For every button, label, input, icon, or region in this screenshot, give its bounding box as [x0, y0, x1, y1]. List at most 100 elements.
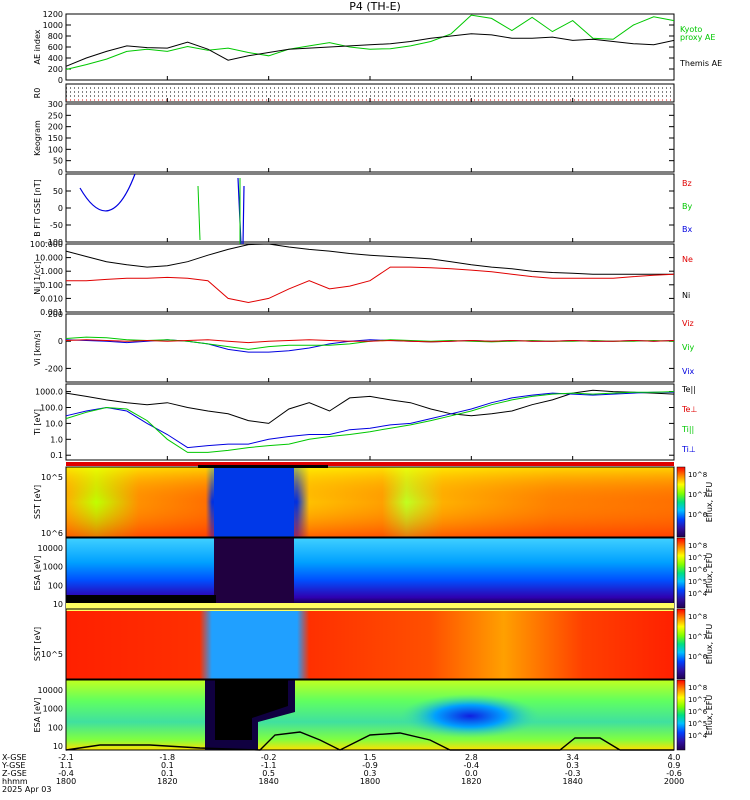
ytick-label-4-5: 100.000 — [30, 240, 63, 249]
footer-row-3: hhmm — [2, 777, 28, 786]
viy-trace — [65, 336, 675, 350]
legend-ti-2: Ti|| — [681, 425, 694, 434]
viz-trace — [65, 339, 675, 344]
legend-kyoto: Kyoto — [680, 25, 702, 34]
cb-tick-3-3: 10^5 — [688, 720, 707, 728]
footer-val-0-0: -2.1 — [58, 753, 74, 762]
spec-ytick-1-0: 10 — [53, 600, 63, 609]
colorbar-2 — [676, 537, 686, 609]
panel-ylabel-6: Ti [eV] — [33, 409, 42, 436]
footer-val-3-1: -0.9 — [362, 761, 378, 770]
cb-tick-3-1: 10^7 — [688, 696, 707, 704]
legend-ni-1: Ni — [682, 291, 690, 300]
footer-val-2-0: -0.2 — [261, 753, 277, 762]
esa-ion-panel — [65, 537, 675, 609]
colorbar-1 — [676, 466, 686, 538]
footer-val-1-1: 0.1 — [161, 761, 174, 770]
legend-vi-2: Vix — [682, 367, 695, 376]
cb-tick-3-0: 10^8 — [688, 684, 707, 692]
footer-row-1: Y-GSE — [1, 761, 25, 770]
spec-ytick-1-1: 100 — [48, 581, 63, 590]
ytick-label-2-5: 250 — [48, 111, 63, 120]
panels: AE index020040060080010001200R0Keogram05… — [30, 10, 722, 751]
panel-frame-6 — [65, 383, 675, 461]
ytick-label-2-3: 150 — [48, 134, 63, 143]
footer-val-4-2: 0.0 — [465, 769, 478, 778]
ytick-label-0-3: 600 — [48, 43, 63, 52]
ytick-label-3-3: 50 — [53, 187, 63, 196]
cb-tick-0-0: 10^8 — [688, 471, 707, 479]
cb-label-2: Eflux, EFU — [705, 624, 714, 665]
ytick-label-3-0: -100 — [45, 238, 63, 247]
panel-frame-0 — [65, 13, 675, 81]
ytick-label-2-1: 50 — [53, 157, 63, 166]
ytick-label-3-2: 0 — [58, 204, 63, 213]
spec-ytick-0-1: 10^5 — [41, 473, 63, 482]
footer-val-4-3: 1820 — [461, 777, 481, 786]
cb-label-1: Eflux, EFU — [705, 553, 714, 594]
ytick-label-6-4: 1000.0 — [35, 388, 63, 397]
footer-val-4-0: 2.8 — [465, 753, 478, 762]
cb-tick-1-2: 10^6 — [688, 566, 708, 574]
ytick-label-2-0: 0 — [58, 168, 63, 177]
spec-ytick-3-0: 10 — [53, 742, 63, 751]
legend-ti-3: Ti⊥ — [681, 445, 696, 454]
footer-val-3-2: 0.3 — [364, 769, 377, 778]
ytick-label-3-1: -50 — [50, 221, 63, 230]
spec-ytick-1-2: 1000 — [43, 563, 63, 572]
footer-val-5-3: 1840 — [562, 777, 582, 786]
ni-trace — [65, 243, 674, 275]
panel-ylabel-3: B FIT GSE [nT] — [33, 179, 42, 237]
cb-tick-0-2: 10^6 — [688, 511, 708, 519]
te-par-trace — [65, 389, 675, 424]
legend-kyoto-2: proxy AE — [680, 33, 715, 42]
legend-vi-0: Viz — [682, 319, 694, 328]
ti-par-trace — [65, 391, 675, 453]
cb-tick-1-0: 10^8 — [688, 542, 707, 550]
cb-tick-0-1: 10^7 — [688, 491, 707, 499]
legend-ti-1: Te⊥ — [681, 405, 697, 414]
footer-val-1-2: 0.1 — [161, 769, 174, 778]
colorbar-4 — [676, 679, 686, 751]
footer-row-4: 2025 Apr 03 — [2, 785, 51, 794]
spec-ytick-3-3: 10000 — [38, 686, 63, 695]
ytick-label-0-2: 400 — [48, 54, 63, 63]
ytick-label-4-0: 0.001 — [40, 308, 63, 317]
panel-ylabel-1: R0 — [33, 88, 42, 99]
ytick-label-6-3: 100.0 — [40, 403, 63, 412]
spec-ylabel-3: ESA [eV] — [33, 698, 42, 733]
ytick-label-6-2: 10.0 — [45, 419, 63, 428]
sst-top-panel — [65, 462, 675, 538]
footer-val-0-3: 1800 — [56, 777, 76, 786]
spec-ylabel-2: SST [eV] — [33, 627, 42, 661]
footer-val-5-1: 0.3 — [566, 761, 579, 770]
legend-ti-0: Te|| — [681, 385, 696, 394]
colorbar-3 — [676, 608, 686, 680]
cb-tick-1-4: 10^4 — [688, 590, 708, 598]
cb-label-0: Eflux, EFU — [705, 482, 714, 523]
by-trace — [197, 185, 201, 241]
ytick-label-0-6: 1200 — [43, 10, 63, 19]
ytick-label-2-2: 100 — [48, 145, 63, 154]
footer-val-5-2: -0.3 — [565, 769, 581, 778]
footer-val-3-3: 1800 — [360, 777, 380, 786]
footer-val-0-2: -0.4 — [58, 769, 74, 778]
panel-ylabel-0: AE index — [33, 29, 42, 64]
cb-tick-2-1: 10^7 — [688, 633, 707, 641]
legend-b-0: Bz — [682, 179, 692, 188]
cb-tick-2-2: 10^6 — [688, 653, 708, 661]
sst-bottom-panel — [65, 603, 675, 680]
footer-val-1-0: -1.8 — [160, 753, 176, 762]
panel-frame-3 — [65, 173, 675, 243]
ytick-label-6-0: 0.1 — [50, 451, 63, 460]
ytick-label-4-3: 1.000 — [40, 267, 63, 276]
panel-ylabel-4: Ni [1/cc] — [33, 261, 42, 295]
spec-ylabel-1: ESA [eV] — [33, 556, 42, 591]
ytick-label-5-2: 200 — [48, 310, 63, 319]
panel-ylabel-2: Keogram — [33, 120, 42, 156]
footer-val-2-1: -1.1 — [261, 761, 277, 770]
ytick-label-5-1: 0 — [58, 337, 63, 346]
figure-title: P4 (TH-E) — [349, 0, 401, 13]
